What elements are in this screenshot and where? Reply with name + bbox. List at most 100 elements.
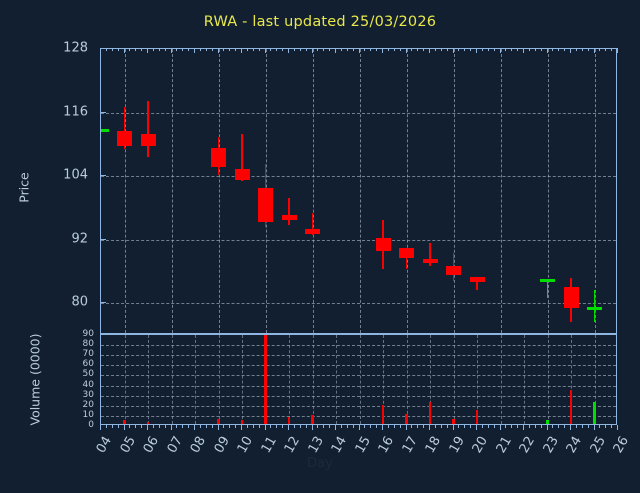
day-tick-mark xyxy=(405,425,407,430)
day-minor-tick-top xyxy=(564,48,566,51)
day-tick-mark-top xyxy=(405,48,407,53)
day-minor-tick xyxy=(276,425,278,428)
day-minor-tick-top xyxy=(176,48,178,51)
day-tick-mark xyxy=(382,425,383,430)
price-y-tick-mark xyxy=(100,48,106,49)
day-minor-tick-top xyxy=(164,48,166,51)
candlestick-chart: RWA - last updated 25/03/2026 Price Volu… xyxy=(16,14,632,471)
day-minor-tick xyxy=(340,425,342,428)
volume-gridline xyxy=(101,365,616,367)
day-tick-mark xyxy=(429,425,430,430)
volume-y-tick-label: 90 xyxy=(82,329,94,339)
day-minor-tick xyxy=(434,425,436,428)
candle-body xyxy=(305,229,320,234)
candle-body xyxy=(234,169,250,180)
day-minor-tick xyxy=(329,425,331,428)
candle-wick xyxy=(405,248,408,270)
day-tick-mark-top xyxy=(593,48,595,53)
day-minor-tick-top xyxy=(493,48,495,51)
price-y-tick-mark xyxy=(100,111,106,113)
volume-bar xyxy=(405,413,408,424)
volume-vertical-gridline xyxy=(406,335,408,424)
day-tick-mark xyxy=(593,425,595,430)
day-minor-tick xyxy=(223,425,225,428)
candle-body xyxy=(117,130,132,147)
day-minor-tick-top xyxy=(575,48,577,51)
day-minor-tick xyxy=(346,425,348,428)
price-vertical-gridline xyxy=(406,49,408,333)
day-minor-tick xyxy=(393,425,395,428)
day-minor-tick xyxy=(111,425,113,428)
day-minor-tick xyxy=(552,425,554,428)
price-vertical-gridline xyxy=(594,49,596,333)
day-tick-mark xyxy=(170,425,172,430)
volume-vertical-gridline xyxy=(594,335,596,424)
day-tick-mark xyxy=(147,425,148,430)
day-minor-tick xyxy=(141,425,143,428)
day-minor-tick xyxy=(505,425,507,428)
day-minor-tick xyxy=(540,425,542,428)
day-tick-mark-top xyxy=(617,48,618,53)
day-tick-mark xyxy=(546,425,548,430)
day-minor-tick-top xyxy=(246,48,248,51)
volume-bar xyxy=(428,401,432,424)
day-minor-tick xyxy=(282,425,284,428)
candle-wick xyxy=(546,280,549,299)
volume-vertical-gridline xyxy=(148,335,149,424)
day-minor-tick xyxy=(487,425,489,428)
day-minor-tick-top xyxy=(346,48,348,51)
candle-wick xyxy=(288,198,290,225)
price-gridline xyxy=(101,176,616,178)
day-minor-tick-top xyxy=(552,48,554,51)
day-minor-tick-top xyxy=(117,48,119,51)
day-minor-tick xyxy=(229,425,231,428)
day-tick-mark-top xyxy=(476,48,477,53)
day-minor-tick-top xyxy=(158,48,160,51)
price-vertical-gridline xyxy=(547,49,549,333)
day-minor-tick-top xyxy=(276,48,278,51)
day-minor-tick xyxy=(164,425,166,428)
day-tick-mark xyxy=(570,425,571,430)
day-minor-tick-top xyxy=(517,48,519,51)
day-minor-tick xyxy=(605,425,607,428)
day-minor-tick-top xyxy=(135,48,137,51)
price-y-tick-label: 116 xyxy=(63,104,88,120)
day-tick-mark-top xyxy=(452,48,454,53)
day-minor-tick-top xyxy=(440,48,442,51)
day-tick-mark xyxy=(499,425,501,430)
day-tick-mark-top xyxy=(546,48,548,53)
day-tick-mark-top xyxy=(147,48,148,53)
price-y-tick-label: 128 xyxy=(63,40,88,56)
day-minor-tick-top xyxy=(446,48,448,51)
day-minor-tick xyxy=(270,425,272,428)
day-minor-tick xyxy=(182,425,184,428)
day-minor-tick-top xyxy=(270,48,272,51)
day-minor-tick xyxy=(211,425,213,428)
day-minor-tick-top xyxy=(481,48,483,51)
day-tick-mark-top xyxy=(194,48,195,53)
day-minor-tick xyxy=(464,425,466,428)
day-minor-tick-top xyxy=(411,48,413,51)
day-minor-tick xyxy=(205,425,207,428)
day-tick-mark-top xyxy=(100,48,101,53)
day-minor-tick-top xyxy=(293,48,295,51)
volume-y-tick-label: 30 xyxy=(82,389,94,400)
candle-wick xyxy=(429,242,431,266)
day-minor-tick xyxy=(293,425,295,428)
candle-body xyxy=(211,148,226,167)
day-minor-tick-top xyxy=(199,48,201,51)
day-minor-tick-top xyxy=(464,48,466,51)
day-minor-tick xyxy=(158,425,160,428)
day-tick-mark xyxy=(288,425,289,430)
day-tick-mark xyxy=(452,425,454,430)
candle-body xyxy=(399,248,414,259)
volume-bar xyxy=(240,419,244,424)
day-minor-tick xyxy=(458,425,460,428)
day-minor-tick xyxy=(511,425,513,428)
day-minor-tick-top xyxy=(323,48,325,51)
price-vertical-gridline xyxy=(171,49,173,333)
day-minor-tick xyxy=(135,425,137,428)
volume-gridline xyxy=(101,415,616,417)
candle-wick xyxy=(147,100,149,157)
volume-y-tick-label: 20 xyxy=(82,399,94,410)
